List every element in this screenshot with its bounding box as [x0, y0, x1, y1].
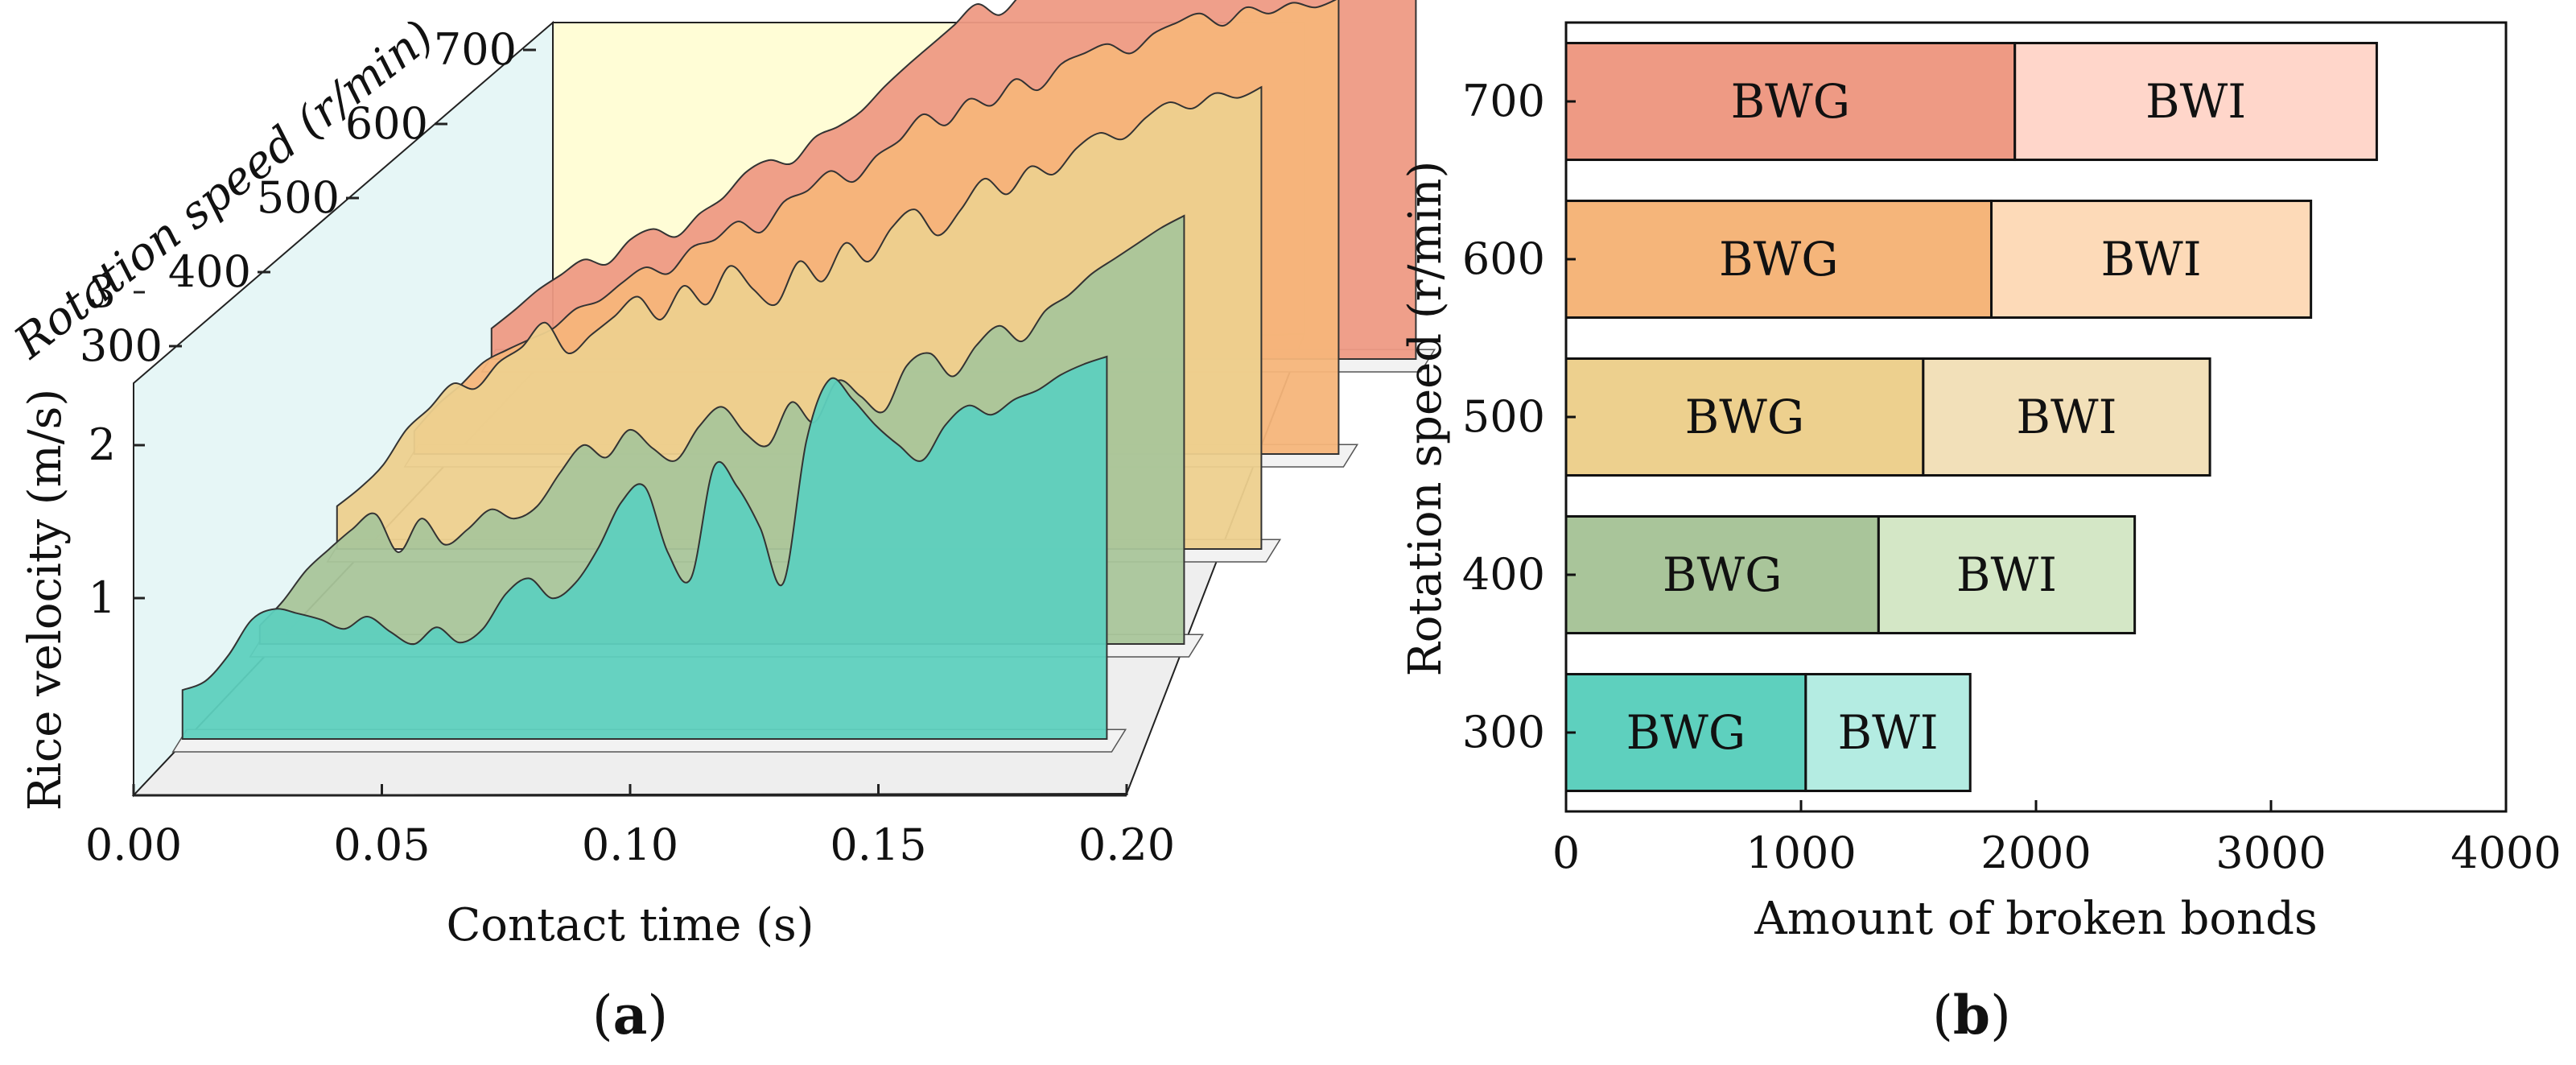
panel-a-chart: 0.00 0.05 0.10 0.15 0.20 1 2 3 300400500600700…	[4, 0, 1436, 1046]
bar-bwg-500	[1564, 357, 1925, 477]
bar-label-bwg: BWG	[1685, 390, 1805, 444]
bar-label-bwi: BWI	[2101, 232, 2202, 287]
y-tick-label: 1	[89, 572, 116, 623]
series-area-300	[181, 355, 1108, 740]
y-tick-label: 600	[1462, 233, 1545, 284]
y-tick-label: 2	[89, 419, 116, 470]
panel-b-letter: b	[1953, 984, 1990, 1046]
panel-b-label: (b)	[1932, 984, 2011, 1046]
bar-bwi-700	[2013, 41, 2378, 162]
x-tick-label: 0.20	[1078, 819, 1175, 870]
x-ticks: 0 1000 2000 3000 4000	[1552, 800, 2562, 878]
bar-bwi-600	[1990, 199, 2313, 320]
bar-bwg-700	[1564, 41, 2017, 162]
x-tick-label: 0	[1552, 828, 1580, 878]
bar-bwi-500	[1922, 357, 2211, 477]
waterfall-layers	[171, 0, 1436, 753]
bar-label-bwi: BWI	[1956, 547, 2057, 602]
y-tick-label: 700	[1462, 76, 1545, 126]
y-axis-title: Rice velocity (m/s)	[19, 389, 72, 811]
bar-label-bwi: BWI	[2145, 74, 2246, 129]
y-axis-title: Rotation speed (r/min)	[1399, 161, 1452, 677]
x-tick-label: 0.10	[582, 819, 678, 870]
x-ticks: 0.00 0.05 0.10 0.15 0.20	[85, 784, 1175, 870]
depth-tick-label: 500	[257, 172, 340, 223]
panel-b-chart: BWG BWI BWG BWI BWG BWI BWG BWI BWG BWI 0 1000 2000…	[1399, 21, 2562, 1046]
bar-label-bwg: BWG	[1663, 547, 1783, 602]
y-ticks: 300 400 500 600 700	[1462, 76, 1576, 757]
panel-a-letter: a	[613, 984, 648, 1046]
panel-a-label: (a)	[592, 984, 668, 1046]
x-tick-label: 1000	[1745, 828, 1856, 878]
bar-label-bwg: BWG	[1626, 705, 1746, 760]
bar-label-bwg: BWG	[1719, 232, 1839, 287]
bar-bwi-400	[1877, 514, 2137, 635]
x-tick-label: 3000	[2215, 828, 2326, 878]
x-axis-title: Contact time (s)	[446, 899, 814, 951]
depth-tick-label: 700	[434, 24, 517, 75]
bar-label-bwi: BWI	[2016, 390, 2116, 444]
bar-bwg-600	[1564, 199, 1993, 320]
bars: BWG BWI BWG BWI BWG BWI BWG BWI BWG BWI	[1564, 41, 2378, 793]
x-tick-label: 4000	[2450, 828, 2561, 878]
y-tick-label: 300	[1462, 707, 1545, 757]
x-tick-label: 2000	[1980, 828, 2091, 878]
y-tick-label: 500	[1462, 391, 1545, 442]
bar-bwg-400	[1564, 514, 1880, 635]
x-axis-title: Amount of broken bonds	[1754, 893, 2317, 945]
y-tick-label: 400	[1462, 549, 1545, 600]
bar-label-bwg: BWG	[1731, 74, 1851, 129]
depth-tick-label: 600	[345, 98, 428, 149]
bar-bwi-300	[1804, 672, 1972, 793]
bar-label-bwi: BWI	[1837, 705, 1938, 760]
y-tick-label: 3	[89, 266, 116, 317]
y-ticks: 1 2 3	[89, 266, 145, 623]
x-tick-label: 0.05	[333, 819, 430, 870]
depth-tick-label: 400	[168, 246, 251, 297]
x-tick-label: 0.00	[85, 819, 182, 870]
x-tick-label: 0.15	[830, 819, 926, 870]
depth-tick-label: 300	[80, 320, 163, 371]
